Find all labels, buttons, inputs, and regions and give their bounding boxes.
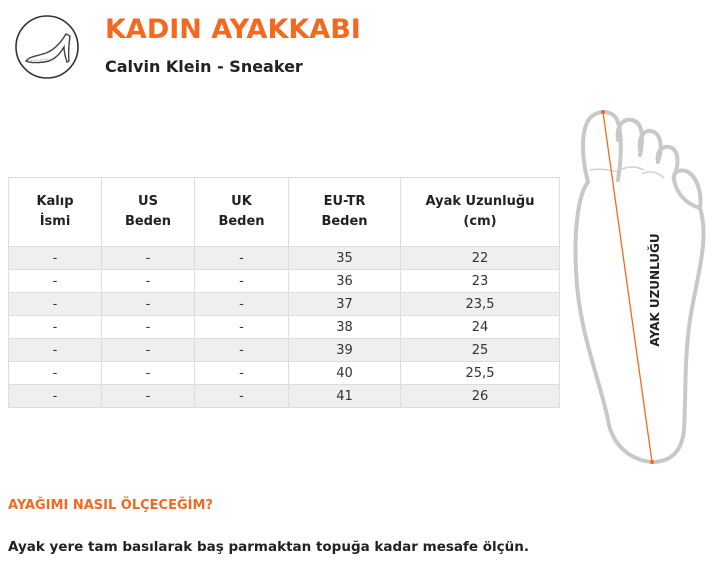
table-cell: - <box>8 315 102 339</box>
table-cell: 24 <box>400 315 560 339</box>
header-line: Beden <box>218 214 265 229</box>
header-line: Beden <box>124 214 172 229</box>
page-title: KADIN AYAKKABI <box>105 14 361 45</box>
table-row: - - -40 25,5 <box>8 361 560 385</box>
table-cell: 25 <box>400 338 560 362</box>
table-cell: 38 <box>288 315 401 339</box>
table-cell: 37 <box>288 292 401 316</box>
header-line: US <box>138 194 158 209</box>
table-cell: 25,5 <box>400 361 560 385</box>
table-cell: - <box>194 246 289 270</box>
table-cell: - <box>8 338 102 362</box>
table-cell: 40 <box>288 361 401 385</box>
foot-diagram: AYAK UZUNLUĞU <box>573 110 706 465</box>
table-cell: - <box>194 338 289 362</box>
table-cell: - <box>194 361 289 385</box>
how-to-measure-heading: AYAĞIMI NASIL ÖLÇECEĞİM? <box>8 498 213 513</box>
table-cell: - <box>101 292 195 316</box>
header-line: İsmi <box>39 214 71 229</box>
table-cell: - <box>101 269 195 293</box>
table-row: - - -38 24 <box>8 315 560 339</box>
table-cell: 26 <box>400 384 560 408</box>
how-to-measure-text: Ayak yere tam basılarak baş parmaktan to… <box>8 539 529 555</box>
column-header: UK Beden <box>194 177 289 247</box>
foot-length-label: AYAK UZUNLUĞU <box>647 233 662 346</box>
table-cell: 35 <box>288 246 401 270</box>
table-cell: - <box>101 384 195 408</box>
product-subtitle: Calvin Klein - Sneaker <box>105 57 303 76</box>
table-cell: - <box>8 384 102 408</box>
table-cell: 41 <box>288 384 401 408</box>
header-line: Kalıp <box>36 194 74 209</box>
table-row: - - -37 23,5 <box>8 292 560 316</box>
column-header: Ayak Uzunluğu (cm) <box>400 177 560 247</box>
high-heel-shoe-icon <box>15 15 79 79</box>
table-cell: - <box>8 246 102 270</box>
table-cell: - <box>101 361 195 385</box>
measure-line <box>602 111 653 463</box>
table-cell: - <box>8 292 102 316</box>
header-line: UK <box>231 194 252 209</box>
table-cell: 23 <box>400 269 560 293</box>
table-cell: - <box>194 269 289 293</box>
table-row: - - -39 25 <box>8 338 560 362</box>
column-header: Kalıp İsmi <box>8 177 102 247</box>
table-cell: - <box>101 246 195 270</box>
header-line: Ayak Uzunluğu <box>425 194 535 209</box>
header-line: EU-TR <box>323 194 366 209</box>
table-cell: 22 <box>400 246 560 270</box>
header-line: Beden <box>321 214 368 229</box>
table-cell: - <box>194 292 289 316</box>
table-row: - - -41 26 <box>8 384 560 408</box>
table-cell: 36 <box>288 269 401 293</box>
table-cell: - <box>8 361 102 385</box>
table-cell: - <box>194 384 289 408</box>
column-header: US Beden <box>101 177 195 247</box>
column-header: EU-TR Beden <box>288 177 401 247</box>
table-cell: 23,5 <box>400 292 560 316</box>
table-cell: - <box>101 338 195 362</box>
size-table: Kalıp İsmi US Beden UK Beden EU-TR Beden Ayak Uz… <box>8 177 560 408</box>
table-row: - - -36 23 <box>8 269 560 293</box>
table-cell: - <box>101 315 195 339</box>
header-line: (cm) <box>463 214 497 229</box>
table-cell: - <box>194 315 289 339</box>
table-row: - - -35 22 <box>8 246 560 270</box>
table-cell: 39 <box>288 338 401 362</box>
table-cell: - <box>8 269 102 293</box>
